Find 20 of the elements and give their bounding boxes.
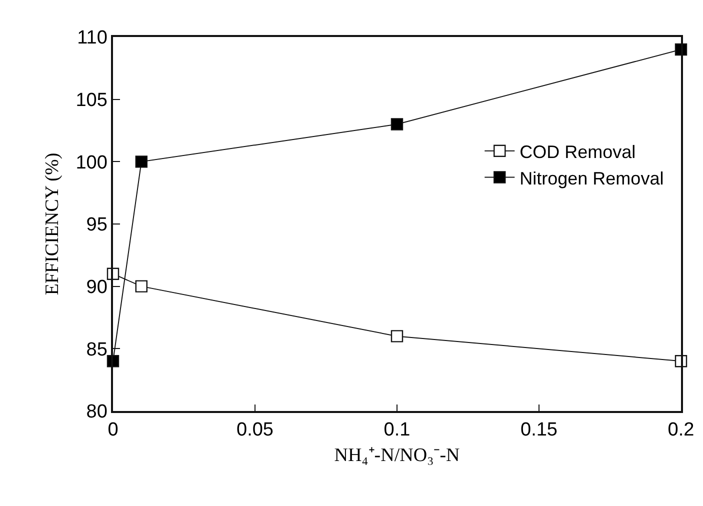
x-tick-label: 0.15 bbox=[520, 420, 558, 441]
x-axis-title: NH₄⁺-N/NO₃⁻-N bbox=[334, 444, 460, 466]
x-tick-label: 0 bbox=[108, 420, 118, 441]
point bbox=[390, 118, 404, 130]
x-tick-label: 0.2 bbox=[668, 420, 694, 441]
y-tick-label: 110 bbox=[77, 28, 108, 49]
point bbox=[135, 156, 148, 168]
legend-label: Nitrogen Removal bbox=[520, 168, 664, 188]
point bbox=[390, 330, 404, 342]
y-tick-label: 80 bbox=[86, 402, 108, 423]
x-tick-label: 0.05 bbox=[236, 420, 274, 441]
y-tick-label: 90 bbox=[86, 276, 108, 298]
point bbox=[135, 280, 148, 292]
y-axis-title: EFFICIENCY (%) bbox=[42, 152, 64, 296]
y-tick-label: 105 bbox=[76, 90, 108, 111]
y-tick-label: 100 bbox=[76, 152, 108, 174]
y-tick-label: 95 bbox=[86, 214, 108, 236]
x-tick-label: 0.1 bbox=[384, 420, 410, 441]
y-tick-label: 85 bbox=[86, 339, 108, 360]
legend-label: COD Removal bbox=[520, 142, 636, 162]
